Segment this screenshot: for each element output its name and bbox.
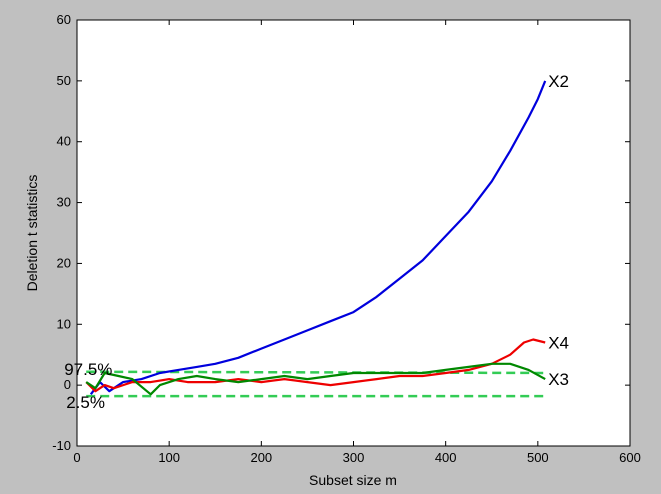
reference-label-lower: 2.5%: [66, 393, 105, 412]
x-tick-label: 100: [158, 450, 180, 465]
y-axis-ticks: -10 0 10 20 30 40 50 60: [52, 12, 630, 453]
series-label-x2: X2: [548, 72, 569, 91]
y-tick-label: 0: [64, 377, 71, 392]
series-line-x3: [85, 362, 546, 396]
series-lines: [85, 80, 547, 396]
x-tick-label: 400: [435, 450, 457, 465]
annotation-labels: X2 X4 X3 97.5% 2.5%: [64, 72, 569, 412]
y-tick-label: 10: [57, 316, 71, 331]
series-label-x4: X4: [548, 334, 569, 353]
x-tick-label: 300: [343, 450, 365, 465]
y-tick-label: 30: [57, 195, 71, 210]
x-tick-label: 500: [527, 450, 549, 465]
y-tick-label: 20: [57, 255, 71, 270]
series-label-x3: X3: [548, 370, 569, 389]
x-tick-label: 200: [250, 450, 272, 465]
y-tick-label: 60: [57, 12, 71, 27]
y-tick-label: 50: [57, 73, 71, 88]
y-axis-label: Deletion t statistics: [24, 175, 40, 292]
series-line-x2: [89, 80, 547, 395]
y-tick-label: -10: [52, 438, 71, 453]
x-tick-label: 0: [73, 450, 80, 465]
x-axis-ticks: 0 100 200 300 400 500 600: [73, 20, 641, 465]
x-tick-label: 600: [619, 450, 641, 465]
x-axis-label: Subset size m: [309, 472, 397, 488]
y-tick-label: 40: [57, 134, 71, 149]
reference-label-upper: 97.5%: [64, 360, 112, 379]
